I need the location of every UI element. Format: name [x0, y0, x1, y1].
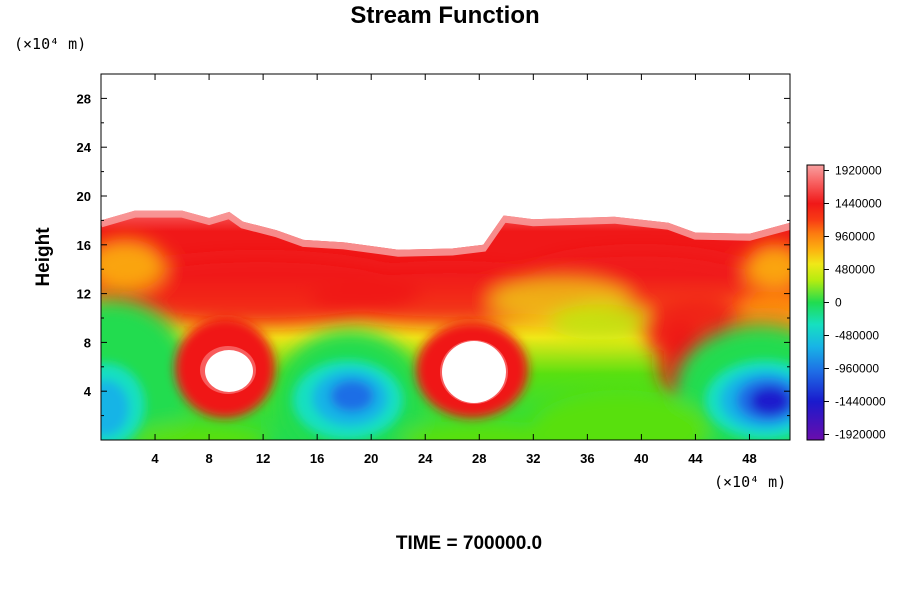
time-label: TIME = 700000.0 — [396, 533, 542, 554]
x-axis-ticks: 4 8 12 16 20 24 28 32 36 40 44 48 — [151, 74, 757, 466]
colorbar-label: -1440000 — [835, 395, 886, 409]
colorbar-label: -1920000 — [835, 428, 886, 442]
x-tick-label: 36 — [580, 451, 594, 466]
y-tick-label: 28 — [77, 91, 91, 106]
x-tick-label: 48 — [742, 451, 756, 466]
plot-frame — [100, 73, 791, 441]
colorbar-label: 0 — [835, 296, 842, 310]
x-tick-label: 24 — [418, 451, 433, 466]
high-center-mid — [442, 341, 506, 403]
x-tick-label: 12 — [256, 451, 270, 466]
colorbar-label: 1440000 — [835, 197, 882, 211]
y-unit-label: (×10⁴ m) — [14, 35, 86, 53]
x-tick-label: 28 — [472, 451, 486, 466]
x-tick-label: 8 — [205, 451, 212, 466]
colorbar-label: -960000 — [835, 362, 879, 376]
y-axis-title: Height — [33, 227, 54, 287]
y-axis-ticks: 4 8 12 16 20 24 28 — [77, 91, 790, 417]
x-tick-label: 4 — [151, 451, 159, 466]
x-tick-label: 32 — [526, 451, 540, 466]
colorbar: 1920000 1440000 960000 480000 0 -480000 -96000… — [806, 164, 886, 442]
colorbar-label: -480000 — [835, 329, 879, 343]
x-tick-label: 16 — [310, 451, 324, 466]
colorbar-label: 480000 — [835, 263, 875, 277]
x-tick-label: 44 — [688, 451, 703, 466]
chart-title: Stream Function — [350, 2, 539, 29]
contour-field — [101, 74, 790, 440]
y-tick-label: 24 — [77, 140, 92, 155]
colorbar-label: 1920000 — [835, 164, 882, 178]
high-center-left — [205, 350, 253, 392]
y-tick-label: 12 — [77, 287, 91, 302]
colorbar-label: 960000 — [835, 230, 875, 244]
x-unit-label: (×10⁴ m) — [714, 473, 786, 491]
y-tick-label: 8 — [84, 335, 91, 350]
y-tick-label: 4 — [84, 384, 92, 399]
y-tick-label: 20 — [77, 189, 91, 204]
x-tick-label: 20 — [364, 451, 378, 466]
y-tick-label: 16 — [77, 238, 91, 253]
x-tick-label: 40 — [634, 451, 648, 466]
